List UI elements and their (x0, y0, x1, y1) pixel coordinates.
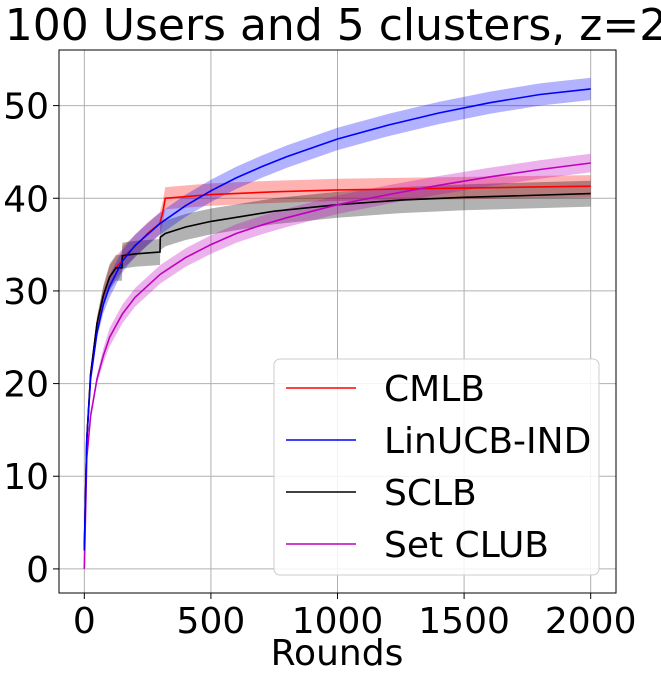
x-tick-label: 2000 (545, 601, 637, 642)
legend-box (273, 358, 600, 576)
x-tick-label: 1000 (292, 601, 384, 642)
x-tick-label: 500 (177, 601, 246, 642)
x-tick-label: 0 (73, 601, 96, 642)
x-axis-label: Rounds (271, 633, 404, 674)
legend-label: SCLB (384, 473, 477, 514)
chart-title: 100 Users and 5 clusters, z=2 (5, 0, 661, 51)
y-tick-label: 20 (3, 365, 49, 406)
y-tick-label: 40 (3, 179, 49, 220)
confidence-bands (84, 77, 591, 569)
band-linucb-ind (84, 77, 591, 551)
legend: CMLB LinUCB-IND SCLB Set CLUB (273, 358, 600, 576)
x-tick-label: 1500 (418, 601, 510, 642)
y-tick-label: 0 (26, 550, 49, 591)
line-linucb-ind (83, 88, 591, 551)
x-axis-ticks: 0 500 1000 1500 2000 (73, 593, 637, 642)
series-lines (83, 88, 591, 569)
y-tick-label: 50 (3, 87, 49, 128)
y-axis-ticks: 0 10 20 30 40 50 (3, 87, 59, 591)
legend-label: LinUCB-IND (384, 421, 591, 462)
line-set-club (83, 162, 591, 569)
legend-label: CMLB (384, 369, 485, 410)
y-tick-label: 30 (3, 272, 49, 313)
y-tick-label: 10 (3, 457, 49, 498)
legend-label: Set CLUB (384, 525, 549, 566)
line-sclb (83, 192, 591, 551)
